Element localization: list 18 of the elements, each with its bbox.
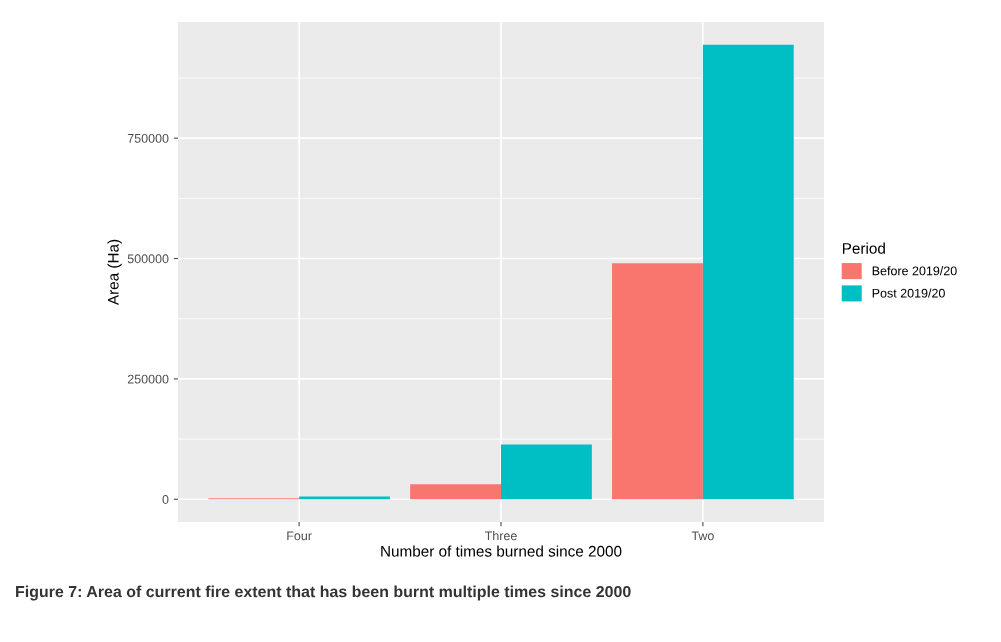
bar [612, 263, 703, 500]
bar [299, 496, 390, 500]
legend-title: Period [842, 242, 885, 254]
y-axis-title: Area (Ha) [107, 239, 122, 306]
legend-label: Post 2019/20 [872, 288, 945, 298]
bar [501, 444, 592, 500]
x-tick-label: Four [287, 531, 312, 541]
x-tick-label: Two [691, 531, 714, 541]
x-tick-label: Three [484, 531, 517, 541]
y-tick-label: 0 [162, 495, 169, 504]
bar [410, 484, 501, 500]
y-tick-label: 750000 [127, 133, 169, 143]
bar [702, 44, 794, 500]
y-tick-label: 500000 [127, 254, 169, 264]
legend-label: Before 2019/20 [872, 266, 957, 276]
caption: Figure 7: Area of current fire extent that has been burnt multiple times since 2000 [16, 585, 631, 601]
y-tick-label: 250000 [127, 374, 169, 384]
x-axis-title: Number of times burned since 2000 [381, 545, 622, 557]
